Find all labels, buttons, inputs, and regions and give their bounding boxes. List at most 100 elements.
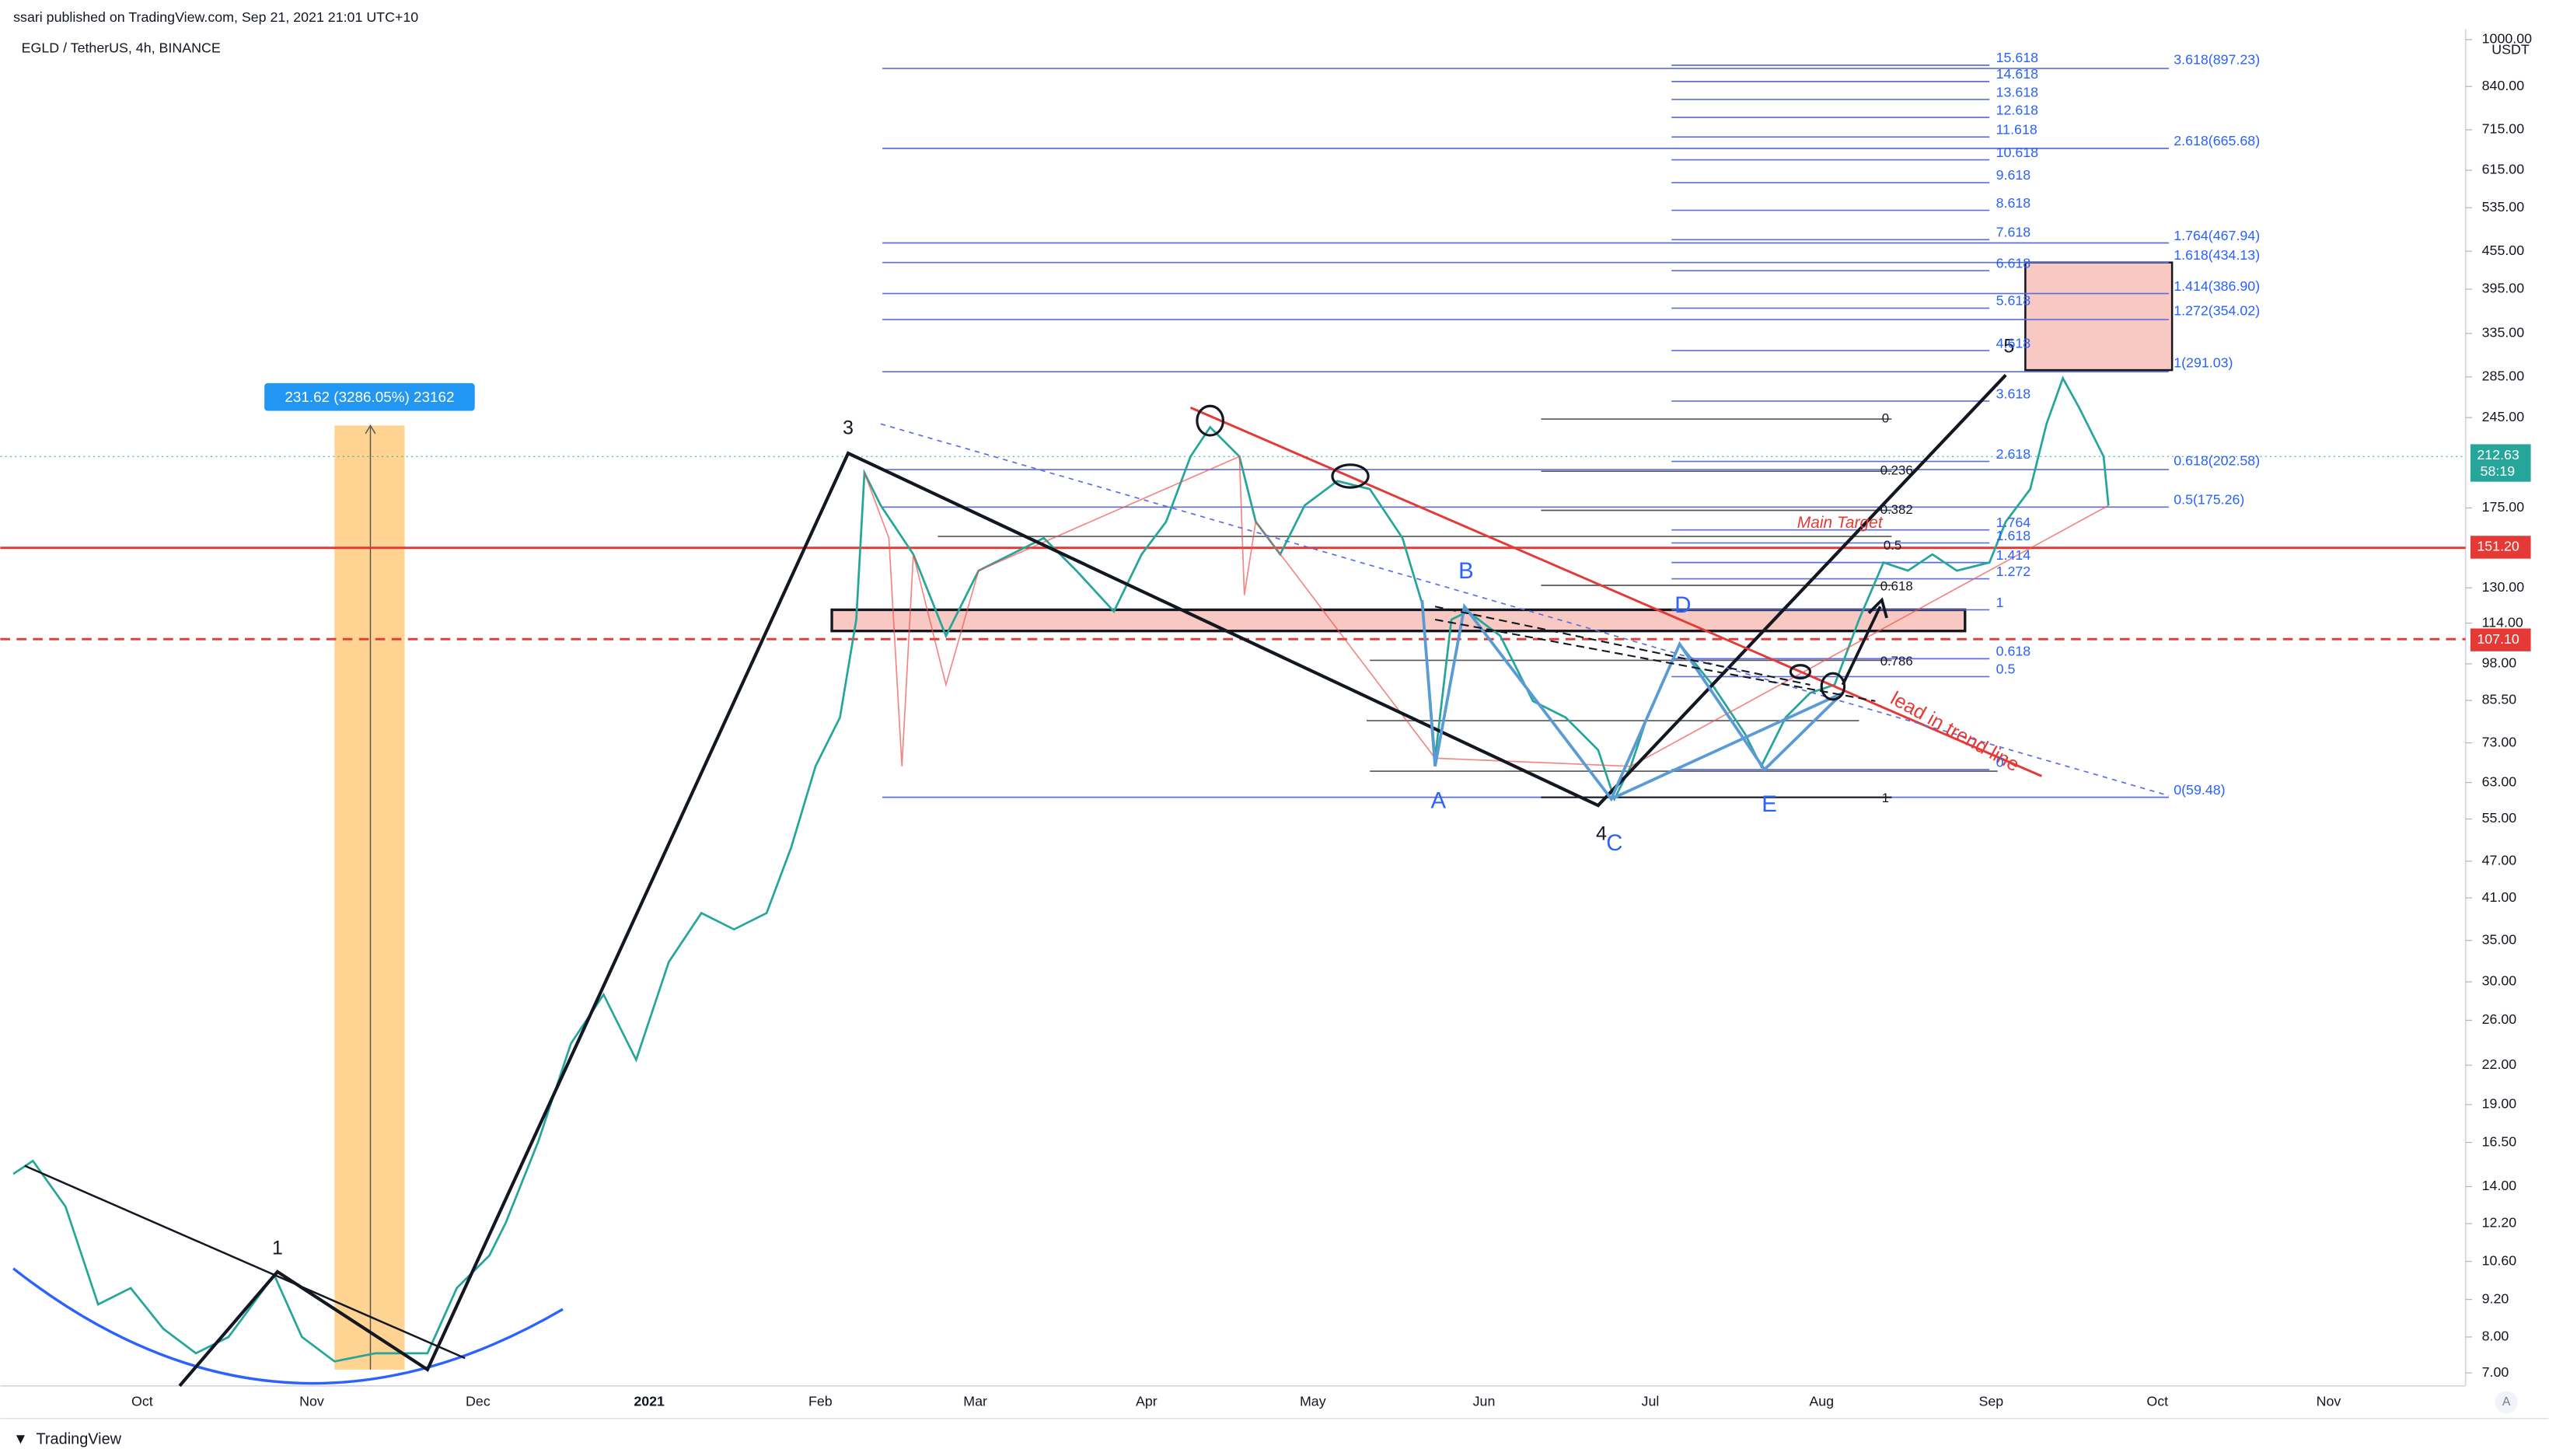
- x-tick-label: May: [1300, 1393, 1326, 1409]
- support-zone: [830, 608, 1967, 633]
- wave-label: 5: [2003, 335, 2014, 357]
- fib-label: 0: [1996, 754, 2004, 770]
- fib-label: 1.764: [1996, 515, 2031, 530]
- y-tick-label: 19.00: [2482, 1096, 2517, 1112]
- axis-unit: USDT: [2491, 42, 2530, 58]
- x-tick-label: Jun: [1473, 1393, 1496, 1409]
- price-badge-label: 212.63: [2477, 447, 2519, 463]
- wave-label: B: [1458, 558, 1474, 584]
- y-tick-label: 395.00: [2482, 281, 2525, 296]
- y-tick-label: 8.00: [2482, 1329, 2509, 1344]
- brand-logo: ▼: [13, 1430, 28, 1447]
- measure-arrow: [365, 424, 376, 435]
- fib-target-label: 1.414(386.90): [2174, 278, 2260, 294]
- x-tick-label: Oct: [131, 1393, 153, 1409]
- fib-target-label: 0.618(202.58): [2174, 452, 2260, 468]
- fib-label: 15.618: [1996, 50, 2039, 65]
- wave-label: C: [1606, 830, 1622, 856]
- y-tick-label: 16.50: [2482, 1133, 2517, 1149]
- y-tick-label: 7.00: [2482, 1364, 2509, 1380]
- fib-label: 12.618: [1996, 102, 2039, 117]
- fib-label: 14.618: [1996, 66, 2039, 82]
- abcde-pattern: [1610, 691, 1844, 801]
- publish-info: ssari published on TradingView.com, Sep …: [13, 9, 418, 25]
- fib-target-label: 0(59.48): [2174, 782, 2225, 798]
- measure-label-box: [264, 382, 475, 411]
- y-tick-label: 175.00: [2482, 499, 2525, 515]
- trend-line: [1189, 407, 2042, 777]
- y-tick-label: 47.00: [2482, 853, 2517, 868]
- x-tick-label: Sep: [1978, 1393, 2003, 1409]
- fib-label: 0.5: [1996, 662, 2016, 677]
- y-tick-label: 335.00: [2482, 325, 2525, 340]
- auto-scale-button[interactable]: [2495, 1391, 2518, 1414]
- y-tick-label: 41.00: [2482, 889, 2517, 905]
- circle-mark: [1820, 672, 1846, 701]
- wave-zigzag: [178, 373, 2007, 1388]
- rounding-bottom: [12, 1267, 564, 1385]
- fib-label: 2.618: [1996, 446, 2031, 462]
- y-tick-label: 130.00: [2482, 579, 2525, 595]
- dashed-trend: [1434, 618, 1876, 702]
- time-axis: Oct Nov Dec 2021 Feb Mar Apr May Jun Jul Aug Sep Oct…: [131, 1393, 2341, 1409]
- y-tick-label: 715.00: [2482, 121, 2525, 137]
- y-tick-label: 10.60: [2482, 1252, 2517, 1268]
- price-badge-label: 107.10: [2477, 631, 2519, 647]
- fib-label: 8.618: [1996, 195, 2031, 211]
- dashed-trend: [1434, 606, 1810, 686]
- y-tick-label: 73.00: [2482, 734, 2517, 749]
- fib-label: 1.618: [1996, 528, 2031, 543]
- fib-target-label: 1.618(434.13): [2174, 247, 2260, 263]
- fib-label: 7.618: [1996, 225, 2031, 240]
- fib-label: 1: [1882, 791, 1889, 805]
- auto-scale-label[interactable]: A: [2502, 1395, 2511, 1409]
- fib-label: 0.618: [1880, 579, 1913, 594]
- fib-label: 0.786: [1880, 654, 1913, 669]
- y-tick-label: 285.00: [2482, 368, 2525, 384]
- arrow: [1867, 597, 1888, 619]
- x-tick-label: Aug: [1809, 1393, 1834, 1409]
- fib-target-label: 1(291.03): [2174, 354, 2233, 370]
- trend-line: [880, 423, 2170, 797]
- fib-target-label: 1.272(354.02): [2174, 302, 2260, 318]
- fib-target-lines: [882, 68, 2169, 798]
- y-tick-label: 30.00: [2482, 973, 2517, 989]
- fib-target-label: 0.5(175.26): [2174, 492, 2244, 508]
- price-badge: [2470, 536, 2531, 559]
- arrow: [1841, 606, 1882, 686]
- x-tick-label: Mar: [963, 1393, 987, 1409]
- circle-mark: [1331, 463, 1370, 489]
- fib-label: 11.618: [1996, 121, 2037, 137]
- y-tick-label: 615.00: [2482, 162, 2525, 177]
- countdown: 58:19: [2481, 463, 2516, 479]
- y-tick-label: 114.00: [2482, 614, 2523, 630]
- y-tick-label: 1000.00: [2482, 31, 2532, 47]
- y-tick-label: 535.00: [2482, 199, 2525, 215]
- wave-label: D: [1674, 592, 1691, 618]
- circle-mark: [1789, 664, 1812, 680]
- y-tick-label: 455.00: [2482, 243, 2525, 258]
- x-tick-label: Oct: [2146, 1393, 2168, 1409]
- annotation: Main Target: [1797, 514, 1884, 532]
- y-tick-label: 55.00: [2482, 810, 2517, 826]
- y-tick-label: 98.00: [2482, 655, 2517, 671]
- y-tick-label: 14.00: [2482, 1178, 2517, 1193]
- measure-label: 231.62 (3286.05%) 23162: [285, 389, 454, 405]
- wave-label: A: [1430, 788, 1446, 814]
- y-tick-label: 22.00: [2482, 1056, 2517, 1072]
- fib-target-label: 1.764(467.94): [2174, 228, 2260, 243]
- price-path: [12, 375, 2110, 1363]
- fib-label: 5.618: [1996, 293, 2031, 309]
- wave-label: 1: [272, 1237, 283, 1259]
- price-badge: [2470, 628, 2531, 651]
- fib-label: 0: [1882, 410, 1889, 425]
- fib-label: 1: [1996, 595, 2004, 610]
- y-tick-label: 85.50: [2482, 692, 2517, 707]
- measure-range: [334, 425, 405, 1370]
- x-tick-label: Apr: [1136, 1393, 1158, 1409]
- wave-label: 3: [843, 417, 854, 438]
- fib-label: 0.236: [1880, 463, 1913, 478]
